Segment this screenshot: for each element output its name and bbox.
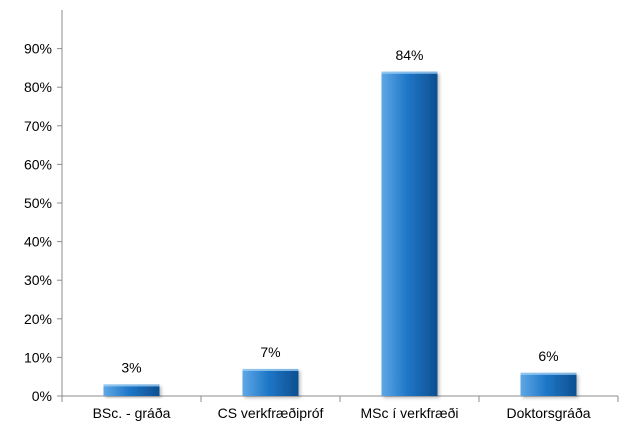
bar [242, 368, 299, 396]
y-tick-label: 80% [24, 79, 52, 95]
bar-highlight [381, 71, 438, 74]
bar-highlight [242, 368, 299, 371]
x-tick-label: BSc. - gráða [93, 405, 171, 421]
bar-highlight [103, 384, 160, 387]
data-label: 3% [121, 359, 141, 375]
axes: 0% 10% 20% 30% 40% 50% 60% 70% 80% 90% [24, 10, 619, 404]
y-tick-label: 20% [24, 311, 52, 327]
y-tick-label: 90% [24, 41, 52, 57]
data-label: 7% [260, 344, 280, 360]
x-tick-label: CS verkfræðipróf [218, 405, 324, 421]
data-label: 6% [538, 348, 558, 364]
y-tick-label: 70% [24, 118, 52, 134]
x-tick-label: Doktorsgráða [506, 405, 590, 421]
y-tick-label: 30% [24, 272, 52, 288]
y-tick-label: 40% [24, 234, 52, 250]
bar-highlight [520, 372, 577, 375]
x-tick-label: MSc í verkfræði [360, 405, 458, 421]
labels: 3% BSc. - gráða 7% CS verkfræðipróf 84% MSc í… [93, 47, 591, 421]
y-tick-label: 60% [24, 156, 52, 172]
bars [103, 71, 577, 396]
y-tick-label: 10% [24, 349, 52, 365]
y-tick-label: 0% [32, 388, 52, 404]
y-tick-label: 50% [24, 195, 52, 211]
data-label: 84% [395, 47, 423, 63]
bar [381, 71, 438, 396]
bar [520, 372, 577, 396]
bar [103, 384, 160, 396]
